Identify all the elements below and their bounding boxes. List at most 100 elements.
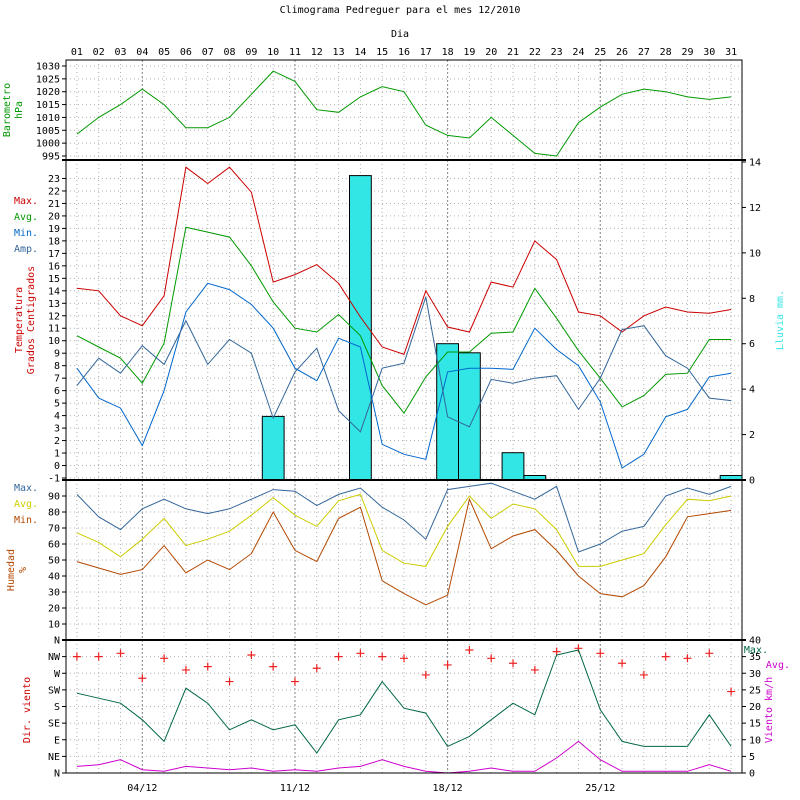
barometer-axis-label: hPa [14, 101, 25, 119]
right-tick-label: 20 [749, 702, 761, 713]
left-tick-label: 16 [48, 261, 60, 272]
day-tick-label: 22 [529, 47, 541, 58]
temperature-axis-label: Temperatura [14, 287, 25, 353]
wind-direction-mark [181, 665, 190, 674]
wind-direction-mark [552, 647, 561, 656]
right-tick-label: 40 [749, 636, 761, 647]
left-tick-label: W [54, 669, 61, 680]
date-tick-label: 18/12 [433, 783, 463, 794]
left-tick-label: 14 [48, 286, 60, 297]
left-tick-label: 40 [48, 572, 60, 583]
left-tick-label: 11 [48, 324, 60, 335]
right-tick-label: 5 [749, 752, 755, 763]
wind-direction-mark [705, 649, 714, 658]
left-tick-label: SW [48, 685, 61, 696]
left-tick-label: 90 [48, 492, 60, 503]
temperature-axis-label: Grados Centigrados [26, 266, 37, 374]
left-tick-label: 18 [48, 236, 60, 247]
wind-direction-mark [465, 645, 474, 654]
wind-direction-mark [203, 662, 212, 671]
day-tick-label: 09 [245, 47, 257, 58]
day-tick-label: 02 [93, 47, 105, 58]
left-tick-label: 19 [48, 224, 60, 235]
left-tick-label: 12 [48, 311, 60, 322]
left-tick-label: E [54, 735, 60, 746]
day-tick-label: 23 [551, 47, 563, 58]
day-tick-label: 20 [485, 47, 497, 58]
humidity-axis-label-group: Humedad% [6, 549, 29, 591]
left-tick-label: SE [48, 719, 60, 730]
left-tick-label: -1 [48, 474, 60, 485]
wind-direction-mark [94, 652, 103, 661]
temperature-legend-item: Max. [14, 196, 38, 207]
grid-layer [66, 60, 742, 774]
day-tick-label: 12 [311, 47, 323, 58]
left-tick-label: 50 [48, 556, 60, 567]
rain-bar [436, 343, 460, 481]
right-tick-label: 10 [749, 248, 761, 259]
wind-legend-item: Max. [744, 645, 768, 656]
wind-direction-mark [72, 652, 81, 661]
temperature-legend-item: Amp. [14, 244, 38, 255]
wind-direction-mark [661, 652, 670, 661]
day-tick-label: 25 [594, 47, 606, 58]
wind-direction-mark [727, 687, 736, 696]
day-tick-label: 17 [420, 47, 432, 58]
left-tick-label: 2 [54, 436, 60, 447]
humidity-axis-label: % [18, 567, 29, 573]
barometer-axis-label-group: Barometro hPa [2, 83, 25, 137]
wind-direction-mark [639, 670, 648, 679]
wind-direction-axis-label: Dir. viento [22, 677, 33, 743]
left-tick-label: NE [48, 752, 60, 763]
left-tick-label: 21 [48, 199, 60, 210]
wind-direction-mark [378, 652, 387, 661]
day-tick-label: 27 [638, 47, 650, 58]
wind-direction-mark [138, 674, 147, 683]
day-tick-label: 16 [398, 47, 410, 58]
left-tick-label: N [54, 636, 60, 647]
right-tick-label: 25 [749, 685, 761, 696]
barometer-line [76, 70, 732, 157]
left-tick-label: 10 [48, 336, 60, 347]
left-tick-label: 1015 [36, 100, 60, 111]
left-tick-label: 4 [54, 411, 60, 422]
humidity-line [76, 497, 732, 606]
left-tick-label: 20 [48, 604, 60, 615]
right-tick-label: 30 [749, 669, 761, 680]
humidity-line [76, 482, 732, 553]
left-tick-label: 1005 [36, 126, 60, 137]
rain-axis-label: Lluvia mm. [775, 290, 786, 350]
temperature-line [76, 282, 732, 469]
wind-direction-mark [596, 649, 605, 658]
day-tick-label: 18 [442, 47, 454, 58]
day-tick-label: 13 [333, 47, 345, 58]
wind-speed-axis-label-group: Viento km/h [764, 677, 775, 743]
right-tick-label: 6 [749, 339, 755, 350]
right-tick-label: 35 [749, 652, 761, 663]
left-tick-label: 15 [48, 274, 60, 285]
left-tick-label: N [54, 769, 60, 780]
left-tick-label: 20 [48, 211, 60, 222]
date-tick-label: 04/12 [127, 783, 157, 794]
day-tick-label: 10 [267, 47, 279, 58]
wind-direction-mark [443, 660, 452, 669]
rain-axis-label-group: Lluvia mm. [775, 290, 786, 350]
temperature-line [76, 166, 732, 356]
left-tick-label: S [54, 702, 60, 713]
rain-bar [501, 452, 525, 481]
day-tick-label: 08 [224, 47, 236, 58]
left-tick-label: 5 [54, 399, 60, 410]
left-tick-label: 8 [54, 361, 60, 372]
left-tick-label: 1020 [36, 87, 60, 98]
right-tick-label: 14 [749, 158, 761, 169]
wind-direction-mark [225, 677, 234, 686]
wind-direction-mark [487, 654, 496, 663]
plot-layer [72, 70, 743, 774]
humidity-legend-item: Max. [14, 483, 38, 494]
left-tick-label: 17 [48, 249, 60, 260]
rain-bar [261, 415, 285, 481]
left-tick-label: 1010 [36, 113, 60, 124]
wind-direction-mark [116, 649, 125, 658]
wind-direction-mark [509, 659, 518, 668]
